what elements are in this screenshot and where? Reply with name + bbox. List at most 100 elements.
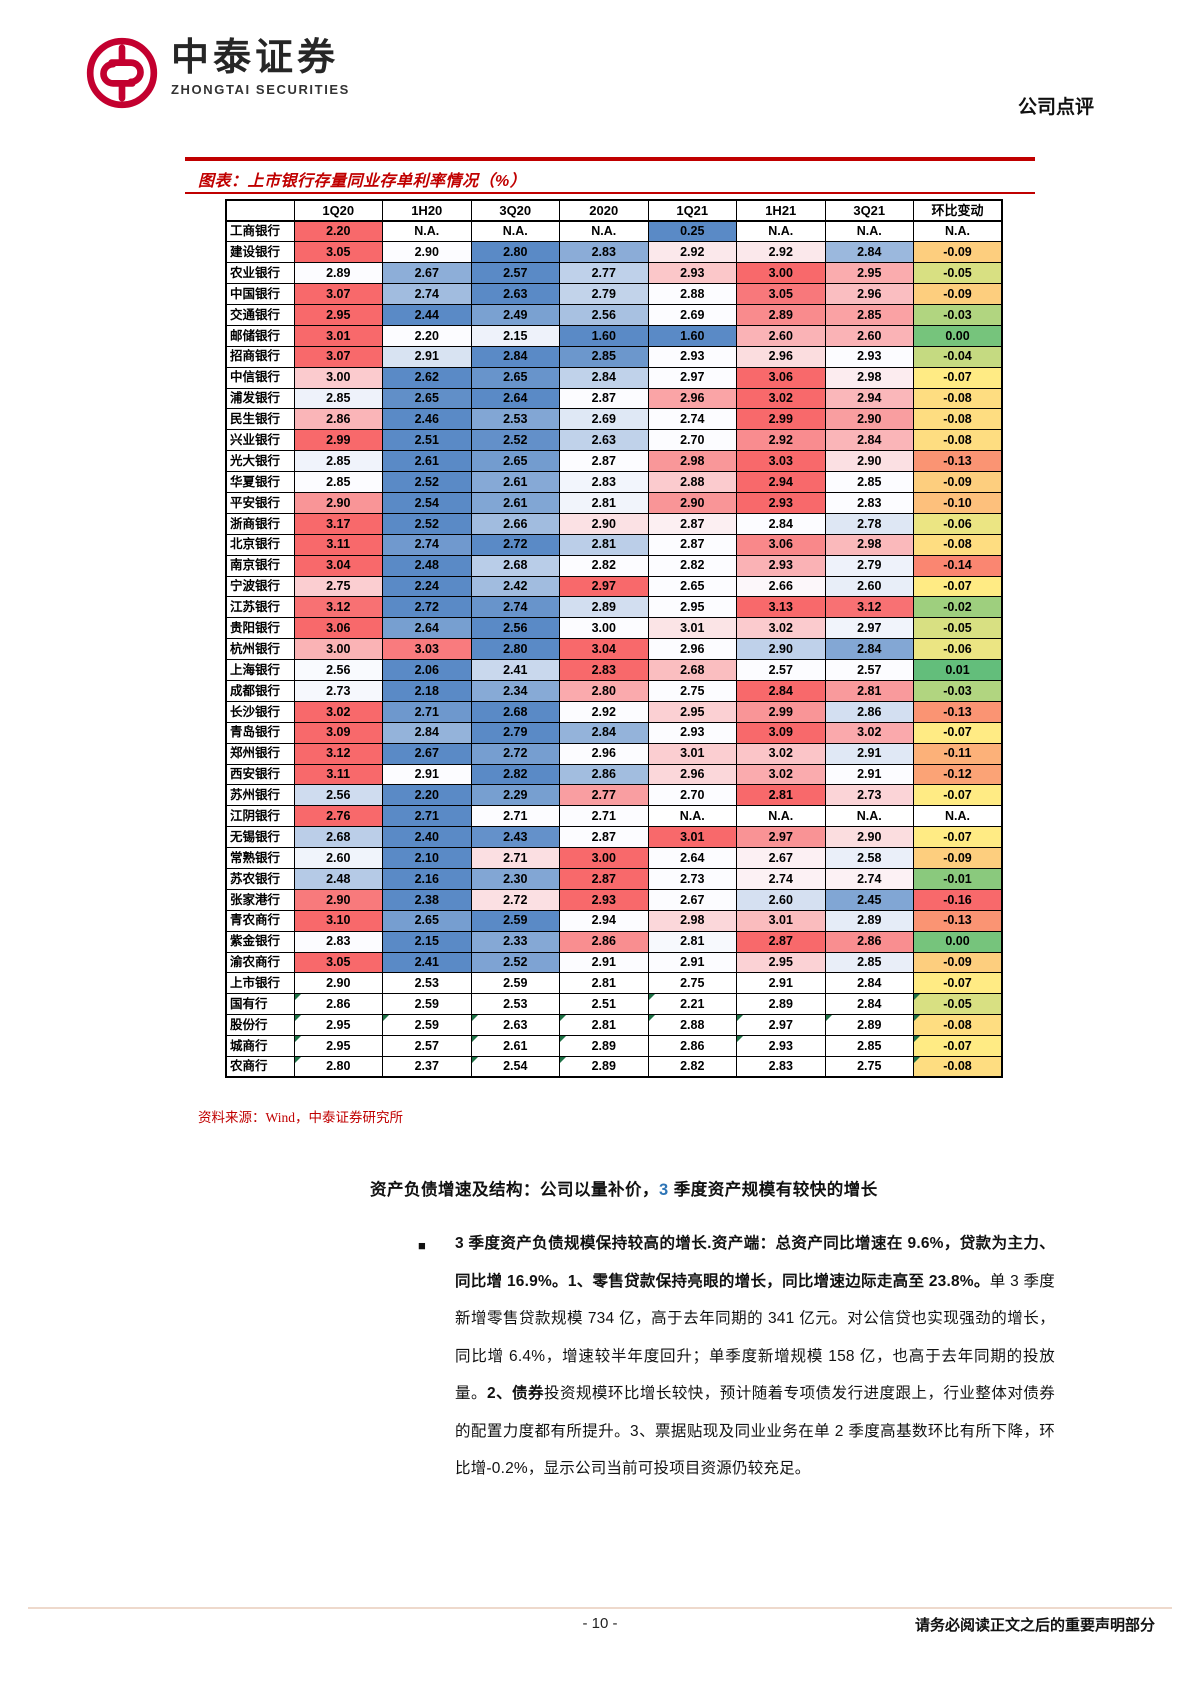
error-triangle-icon [294, 1036, 301, 1043]
value-cell: 2.84 [736, 679, 826, 702]
value-cell: 2.98 [647, 450, 737, 473]
value-cell: 2.83 [293, 930, 383, 953]
value-cell: 3.11 [293, 763, 383, 786]
bank-name-cell: 股份行 [225, 1014, 295, 1037]
value-cell: 2.84 [824, 972, 914, 995]
value-cell: 2.93 [824, 345, 914, 368]
bank-name-cell: 郑州银行 [225, 742, 295, 765]
table-row: 工商银行 2.20 N.A. N.A. N.A. 0.25 N.A. N.A. N.A. [225, 220, 1003, 243]
value-cell: 2.87 [736, 930, 826, 953]
value-cell: 2.68 [470, 554, 560, 577]
chg-cell: -0.09 [913, 951, 1003, 974]
value-cell: 3.01 [736, 909, 826, 932]
value-cell: 2.75 [647, 972, 737, 995]
value-cell: 2.92 [736, 241, 826, 264]
table-row: 建设银行 3.05 2.90 2.80 2.83 2.92 2.92 2.84 -0.09 [225, 241, 1003, 264]
chg-cell: -0.09 [913, 847, 1003, 869]
value-cell: 2.10 [382, 847, 472, 869]
value-cell: 2.60 [736, 324, 826, 347]
value-cell: 2.51 [382, 429, 472, 452]
value-cell: 2.85 [824, 951, 914, 974]
bank-name-cell: 紫金银行 [225, 930, 295, 953]
bank-name-cell: 邮储银行 [225, 324, 295, 347]
value-cell: 3.01 [293, 324, 383, 347]
chg-cell: -0.06 [913, 638, 1003, 661]
value-cell: 2.95 [647, 700, 737, 723]
value-cell: 3.04 [293, 554, 383, 577]
table-row: 邮储银行 3.01 2.20 2.15 1.60 1.60 2.60 2.60 0.00 [225, 324, 1003, 347]
value-cell: 2.89 [559, 1035, 649, 1058]
value-cell: 2.97 [647, 366, 737, 389]
value-cell: 3.11 [293, 533, 383, 556]
bank-name-cell: 渝农商行 [225, 951, 295, 974]
value-cell: 3.02 [824, 721, 914, 744]
chg-cell: -0.05 [913, 617, 1003, 640]
value-cell: 2.92 [647, 241, 737, 264]
table-row: 平安银行 2.90 2.54 2.61 2.81 2.90 2.93 2.83 -0.10 [225, 491, 1003, 514]
value-cell: 2.71 [559, 805, 649, 828]
value-cell: 3.00 [736, 262, 826, 285]
value-cell: 2.65 [382, 387, 472, 410]
value-cell: 2.90 [824, 408, 914, 431]
value-cell: 2.30 [470, 868, 560, 890]
value-cell: 3.10 [293, 909, 383, 932]
value-cell: 3.05 [293, 241, 383, 264]
value-cell: 2.97 [736, 826, 826, 849]
value-cell: 2.68 [647, 659, 737, 681]
value-cell: 2.41 [382, 951, 472, 974]
value-cell: 2.85 [559, 345, 649, 368]
bank-name-cell: 中信银行 [225, 366, 295, 389]
value-cell: 2.83 [559, 659, 649, 681]
value-cell: 2.43 [470, 826, 560, 849]
value-cell: 2.51 [559, 993, 649, 1016]
value-cell: 2.80 [470, 241, 560, 264]
value-cell: N.A. [736, 220, 826, 243]
table-row: 城商行 2.95 2.57 2.61 2.89 2.86 2.93 2.85 -0.07 [225, 1035, 1003, 1058]
value-cell: 2.61 [382, 450, 472, 473]
value-cell: 1.60 [647, 324, 737, 347]
value-cell: 2.29 [470, 784, 560, 807]
chg-cell: -0.06 [913, 512, 1003, 535]
value-cell: 2.85 [293, 471, 383, 493]
chg-cell: -0.13 [913, 909, 1003, 932]
value-cell: 2.85 [824, 1035, 914, 1058]
bank-name-cell: 工商银行 [225, 220, 295, 243]
value-cell: 2.93 [736, 1035, 826, 1058]
value-cell: 2.57 [736, 659, 826, 681]
value-cell: 2.65 [470, 450, 560, 473]
bank-name-cell: 上海银行 [225, 659, 295, 681]
bank-name-cell: 无锡银行 [225, 826, 295, 849]
value-cell: 3.00 [293, 638, 383, 661]
value-cell: 2.90 [382, 241, 472, 264]
bank-name-cell: 张家港行 [225, 888, 295, 911]
value-cell: 2.85 [824, 471, 914, 493]
value-cell: 2.80 [470, 638, 560, 661]
value-cell: 2.99 [293, 429, 383, 452]
table-row: 江苏银行 3.12 2.72 2.74 2.89 2.95 3.13 3.12 -0.02 [225, 596, 1003, 619]
value-cell: 3.02 [736, 763, 826, 786]
bank-name-cell: 上市银行 [225, 972, 295, 995]
value-cell: N.A. [647, 805, 737, 828]
page-number: - 10 - [582, 1615, 618, 1632]
chg-cell: -0.07 [913, 1035, 1003, 1058]
value-cell: N.A. [559, 220, 649, 243]
value-cell: 3.17 [293, 512, 383, 535]
value-cell: 2.91 [647, 951, 737, 974]
value-cell: 2.84 [824, 993, 914, 1016]
section-heading: 资产负债增速及结构：公司以量补价，3 季度资产规模有较快的增长 [370, 1176, 878, 1200]
value-cell: 2.91 [824, 742, 914, 765]
value-cell: 2.76 [293, 805, 383, 828]
table-row: 青岛银行 3.09 2.84 2.79 2.84 2.93 3.09 3.02 -0.07 [225, 721, 1003, 744]
value-cell: 2.59 [470, 972, 560, 995]
value-cell: 2.84 [824, 638, 914, 661]
error-triangle-icon [737, 1036, 743, 1043]
error-triangle-icon [648, 994, 655, 1001]
section-heading-number: 3 [659, 1181, 669, 1199]
column-header-cell: 环比变动 [913, 199, 1003, 222]
error-triangle-icon [914, 1057, 920, 1064]
value-cell: 2.66 [736, 575, 826, 598]
paragraph-run: 3 季度资产负债规模保持较高的增长.资产端：总资产同比增速在 9.6%，贷款为主… [455, 1235, 1055, 1290]
value-cell: 2.91 [736, 972, 826, 995]
value-cell: 2.89 [559, 596, 649, 619]
value-cell: 2.90 [824, 450, 914, 473]
